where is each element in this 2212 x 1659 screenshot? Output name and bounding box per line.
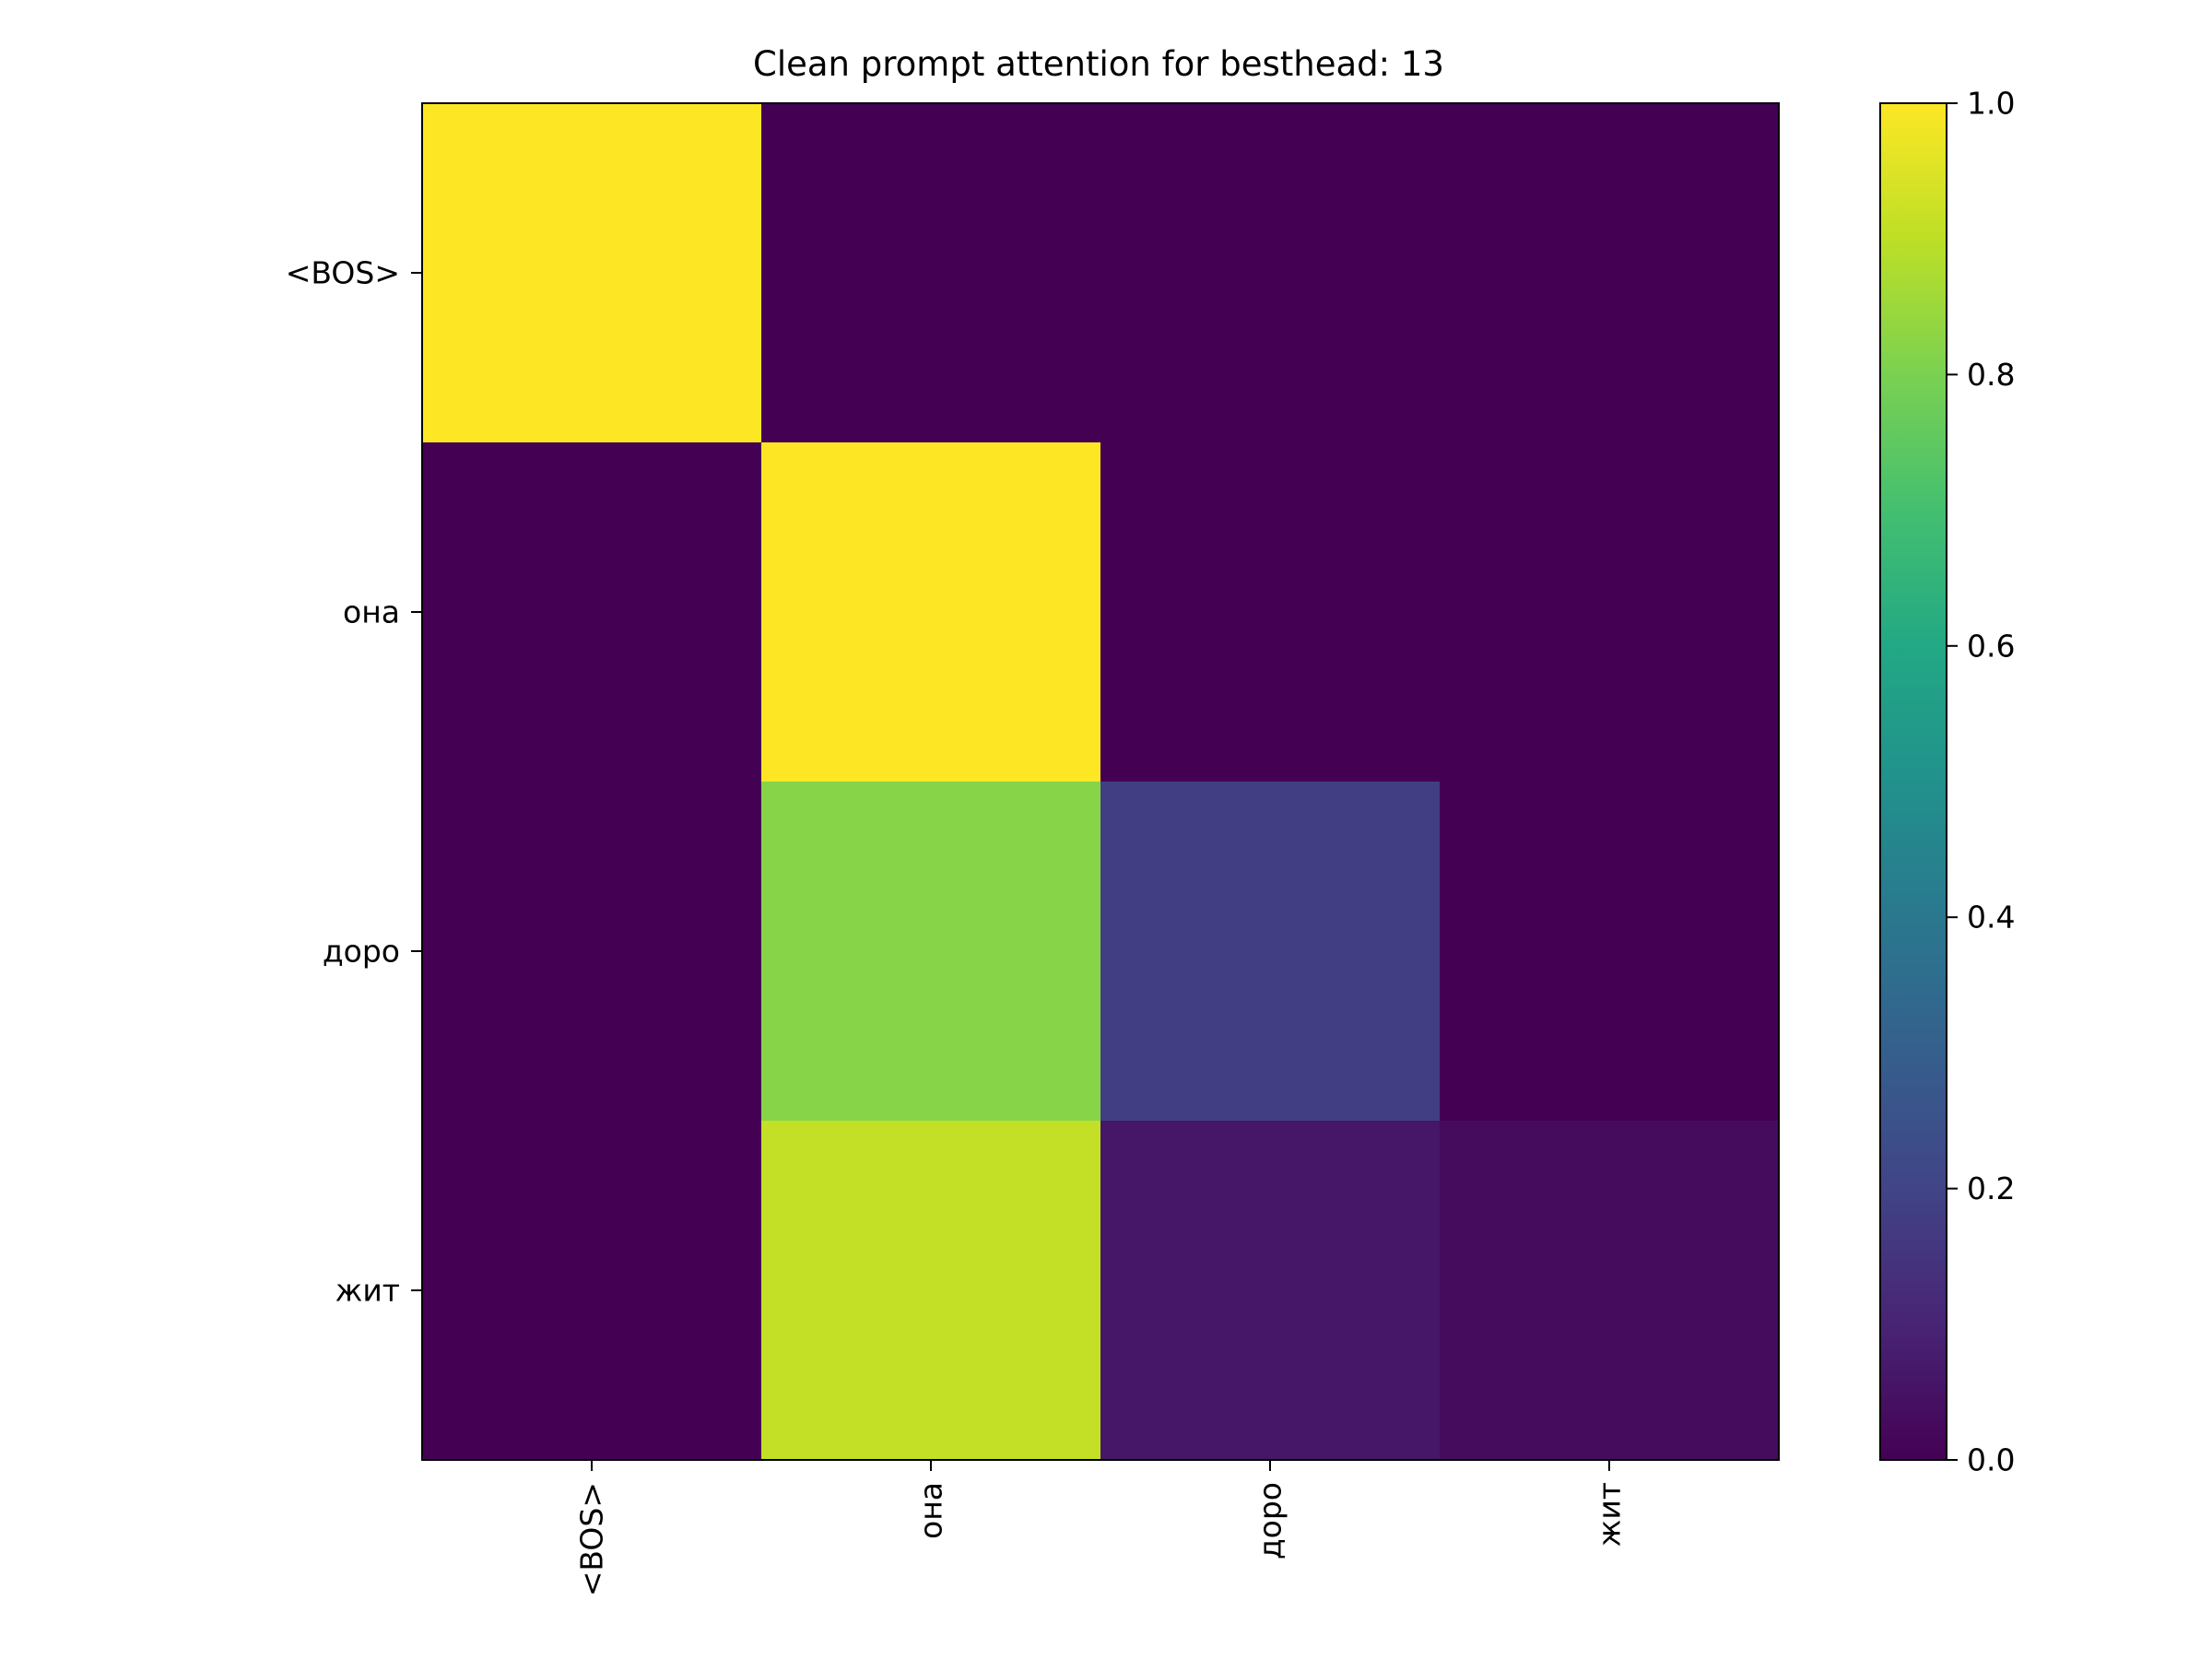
colorbar [1879,102,1947,1461]
heatmap-cell [761,1121,1101,1461]
heatmap-cell [1440,1121,1780,1461]
heatmap-cell [761,103,1101,443]
y-tick-label: она [343,594,400,630]
heatmap-cell [1100,782,1441,1122]
heatmap-cell [1440,103,1780,443]
heatmap-cell [422,782,762,1122]
heatmap-cells [422,103,1780,1461]
x-tick-label: доро [1253,1482,1288,1559]
colorbar-axis: 0.0 0.2 0.4 0.6 0.8 1.0 [1947,86,2015,1478]
heatmap-cell [422,103,762,443]
x-tick-label: <BOS> [574,1482,610,1596]
colorbar-tick-label: 1.0 [1967,86,2015,122]
heatmap-cell [422,442,762,782]
heatmap-cell [1100,1121,1441,1461]
y-tick-label: доро [323,934,400,970]
heatmap-cell [761,782,1101,1122]
colorbar-tick-label: 0.0 [1967,1442,2015,1478]
y-axis: <BOS> она доро жит [286,255,422,1309]
heatmap-cell [1440,442,1780,782]
x-tick-label: жит [1592,1482,1628,1547]
heatmap-cell [1100,442,1441,782]
heatmap-cell [1440,782,1780,1122]
plot-frame [421,102,1780,1461]
x-tick-label: она [913,1482,949,1539]
heatmap-cell [1100,103,1441,443]
heatmap-cell [422,1121,762,1461]
heatmap-cell [761,442,1101,782]
y-tick-label: жит [335,1273,400,1309]
colorbar-tick-label: 0.4 [1967,900,2015,935]
x-axis: <BOS> она доро жит [574,1460,1628,1596]
y-tick-label: <BOS> [286,255,400,291]
colorbar-tick-label: 0.2 [1967,1171,2015,1206]
colorbar-tick-label: 0.8 [1967,357,2015,393]
chart-title: Clean prompt attention for besthead: 13 [753,44,1444,84]
colorbar-tick-label: 0.6 [1967,628,2015,664]
